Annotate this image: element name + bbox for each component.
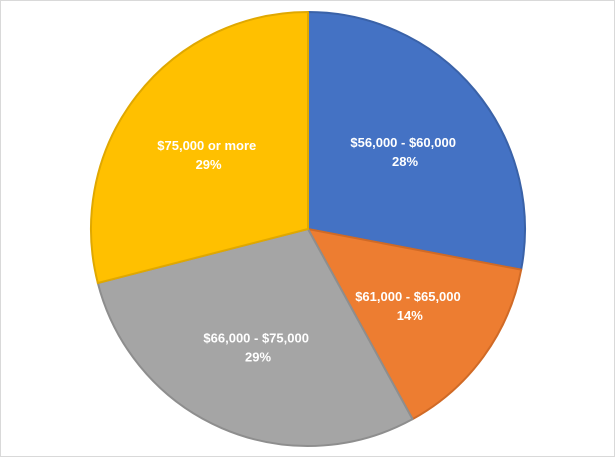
slice-label-4: $75,000 or more 29% [157,138,260,172]
slice-label-1-pct: 28% [392,154,418,169]
slice-61000-65000 [307,228,523,421]
slice-label-4-name: $75,000 or more [157,138,256,153]
slice-label-4-pct: 29% [196,157,222,172]
slice-label-3: $66,000 - $75,000 29% [203,331,312,365]
slice-label-2-name: $61,000 - $65,000 [355,289,461,304]
slice-label-1-name: $56,000 - $60,000 [350,135,456,150]
slice-label-3-pct: 29% [245,350,271,365]
slice-66000-75000 [96,228,414,447]
slice-label-1: $56,000 - $60,000 28% [350,135,459,169]
slice-75000-or-more [90,11,309,284]
slice-label-2-pct: 14% [397,308,423,323]
slice-label-3-name: $66,000 - $75,000 [203,331,309,346]
pie-slices [90,11,526,447]
slice-label-2: $61,000 - $65,000 14% [355,289,464,323]
pie-data-labels: $56,000 - $60,000 28% $61,000 - $65,000 … [157,135,464,365]
slice-56000-60000 [307,11,526,271]
